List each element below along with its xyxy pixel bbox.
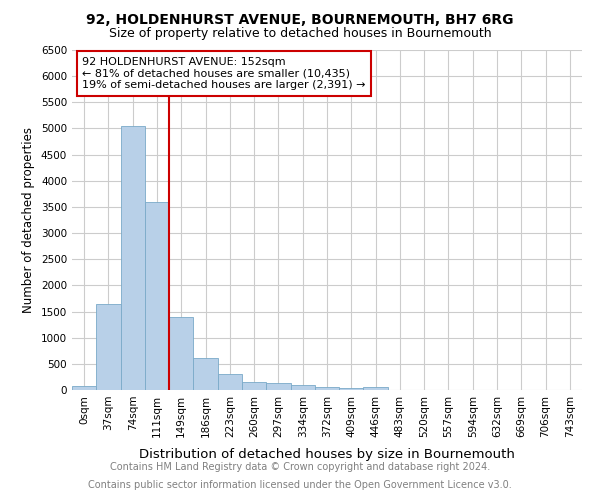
Bar — [290, 385, 315, 390]
Bar — [242, 382, 266, 390]
Bar — [169, 317, 193, 390]
Bar — [72, 386, 96, 390]
Bar — [193, 358, 218, 390]
Bar — [218, 374, 242, 390]
Y-axis label: Number of detached properties: Number of detached properties — [22, 127, 35, 313]
Text: Contains public sector information licensed under the Open Government Licence v3: Contains public sector information licen… — [88, 480, 512, 490]
Bar — [96, 304, 121, 390]
Bar — [266, 383, 290, 390]
Text: Size of property relative to detached houses in Bournemouth: Size of property relative to detached ho… — [109, 28, 491, 40]
Bar — [145, 202, 169, 390]
X-axis label: Distribution of detached houses by size in Bournemouth: Distribution of detached houses by size … — [139, 448, 515, 461]
Text: 92, HOLDENHURST AVENUE, BOURNEMOUTH, BH7 6RG: 92, HOLDENHURST AVENUE, BOURNEMOUTH, BH7… — [86, 12, 514, 26]
Text: Contains HM Land Registry data © Crown copyright and database right 2024.: Contains HM Land Registry data © Crown c… — [110, 462, 490, 472]
Bar — [121, 126, 145, 390]
Text: 92 HOLDENHURST AVENUE: 152sqm
← 81% of detached houses are smaller (10,435)
19% : 92 HOLDENHURST AVENUE: 152sqm ← 81% of d… — [82, 57, 366, 90]
Bar — [315, 387, 339, 390]
Bar — [339, 388, 364, 390]
Bar — [364, 387, 388, 390]
